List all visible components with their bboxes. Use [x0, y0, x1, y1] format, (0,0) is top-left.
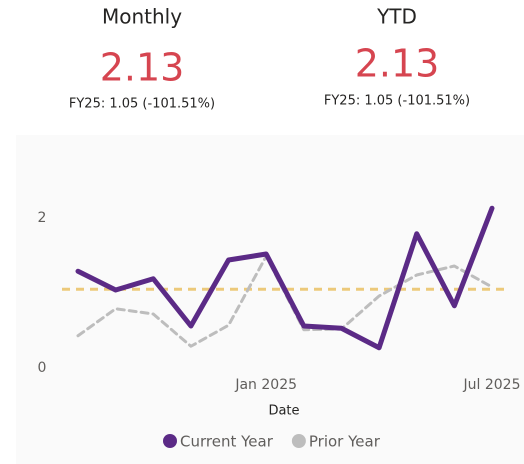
legend-marker	[163, 434, 177, 448]
x-tick-label: Jul 2025	[463, 377, 521, 393]
x-axis-title: Date	[268, 404, 299, 419]
kpi-value: 2.13	[355, 42, 440, 86]
legend-label: Current Year	[180, 433, 274, 451]
x-tick-label: Jan 2025	[234, 377, 297, 393]
kpi-title: Monthly	[102, 5, 182, 29]
legend-marker	[291, 434, 306, 448]
legend-label: Prior Year	[309, 433, 381, 451]
kpi-comparison: FY25: 1.05 (-101.51%)	[69, 97, 215, 112]
kpi-comparison: FY25: 1.05 (-101.51%)	[324, 94, 470, 109]
kpi-title: YTD	[376, 5, 417, 29]
chart-panel	[16, 135, 524, 464]
y-tick-label: 2	[38, 210, 47, 226]
kpi-value: 2.13	[100, 46, 185, 90]
series-line	[75, 205, 495, 351]
y-tick-label: 0	[38, 360, 47, 376]
series-line	[76, 254, 494, 348]
